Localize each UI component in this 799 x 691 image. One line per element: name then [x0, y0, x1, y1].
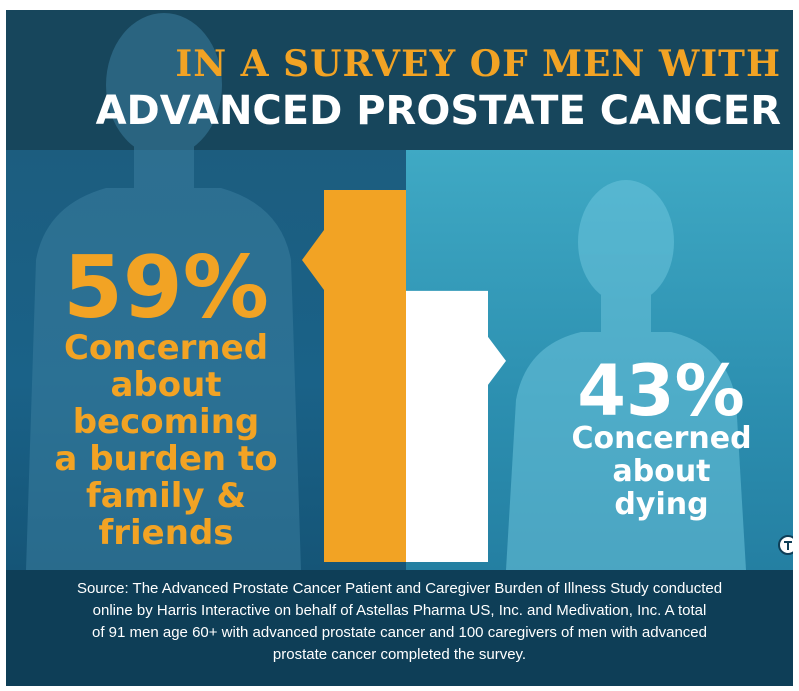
- source-line: Source: The Advanced Prostate Cancer Pat…: [76, 580, 723, 597]
- bar-burden: [302, 190, 406, 562]
- category-label-dying: Concerned about dying: [534, 422, 789, 521]
- category-line: Concerned: [63, 328, 269, 368]
- source-line: online by Harris Interactive on behalf o…: [92, 602, 707, 619]
- title-line-2: ADVANCED PROSTATE CANCER: [95, 88, 781, 134]
- category-line: about: [110, 365, 222, 405]
- category-line: Concerned: [571, 421, 752, 456]
- value-label-43: 43%: [577, 350, 745, 432]
- source-line: prostate cancer completed the survey.: [272, 646, 527, 663]
- bar-chart: [302, 190, 506, 562]
- silhouettes: [26, 13, 746, 570]
- source-line: of 91 men age 60+ with advanced prostate…: [92, 624, 707, 641]
- category-line: family &: [85, 476, 247, 516]
- category-line: a burden to: [54, 439, 278, 479]
- man-silhouette-small-icon: [506, 180, 746, 570]
- nat-logo-icon: [778, 535, 793, 555]
- category-line: about: [612, 454, 711, 489]
- value-label-59: 59%: [63, 238, 269, 338]
- bar-dying: [406, 290, 506, 562]
- infographic: IN A SURVEY OF MEN WITH ADVANCED PROSTAT…: [6, 10, 793, 686]
- category-label-burden: Concerned about becoming a burden to fam…: [26, 330, 306, 552]
- title-line-1: IN A SURVEY OF MEN WITH: [175, 43, 781, 85]
- man-silhouette-large-icon: [26, 13, 301, 570]
- footer-band: [6, 570, 793, 686]
- category-line: dying: [614, 487, 709, 522]
- category-line: friends: [98, 513, 234, 553]
- category-line: becoming: [72, 402, 260, 442]
- source-note: Source: The Advanced Prostate Cancer Pat…: [10, 578, 789, 666]
